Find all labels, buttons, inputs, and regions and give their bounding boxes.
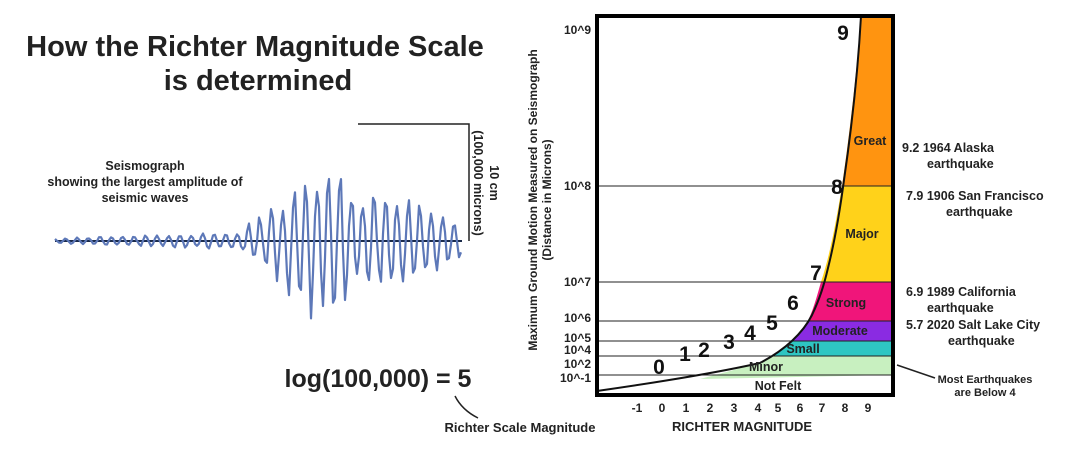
band-moderate bbox=[793, 321, 893, 341]
curve-number-4: 4 bbox=[744, 322, 756, 345]
y-tick-1e-1: 10^-1 bbox=[560, 371, 591, 385]
y-tick-1e6: 10^6 bbox=[564, 311, 591, 325]
x-tick-8: 8 bbox=[842, 401, 849, 415]
x-tick-3: 3 bbox=[731, 401, 738, 415]
band-minor bbox=[700, 356, 893, 379]
band-strong bbox=[808, 282, 893, 321]
band-label-minor: Minor bbox=[749, 360, 783, 374]
annotation-slc-1: 5.7 2020 Salt Lake City bbox=[906, 318, 1040, 332]
chart-border bbox=[595, 14, 895, 397]
curve-number-8: 8 bbox=[831, 176, 843, 199]
annotation-slc-2: earthquake bbox=[948, 334, 1015, 348]
amplitude-label-1: 10 cm bbox=[487, 165, 501, 200]
richter-curve bbox=[596, 15, 862, 392]
x-tick-4: 4 bbox=[755, 401, 762, 415]
seismo-caption-line-3: seismic waves bbox=[102, 191, 189, 205]
annotation-alaska-1: 9.2 1964 Alaska bbox=[902, 141, 995, 155]
annotation-alaska-2: earthquake bbox=[927, 157, 994, 171]
curve-number-2: 2 bbox=[698, 339, 710, 362]
annotation-ca-1: 6.9 1989 California bbox=[906, 285, 1017, 299]
y-axis-title-line-1: Maximum Ground Motion Measured on Seismo… bbox=[526, 49, 540, 350]
x-tick-5: 5 bbox=[775, 401, 782, 415]
annotation-sf-1: 7.9 1906 San Francisco bbox=[906, 189, 1044, 203]
curve-number-5: 5 bbox=[766, 312, 778, 335]
curve-number-6: 6 bbox=[787, 292, 799, 315]
curve-numbers: 0 1 2 3 4 5 6 7 8 9 bbox=[653, 22, 849, 379]
y-tick-1e4: 10^4 bbox=[564, 343, 591, 357]
x-tick-neg1: -1 bbox=[632, 401, 643, 415]
most-earthquakes-pointer bbox=[896, 364, 936, 379]
seismo-caption-line-1: Seismograph bbox=[105, 159, 184, 173]
y-tick-1e2: 10^2 bbox=[564, 357, 591, 371]
curve-number-0: 0 bbox=[653, 356, 665, 379]
band-not-felt bbox=[597, 373, 893, 395]
formula-callout: Richter Scale Magnitude bbox=[445, 420, 596, 435]
annotation-ca-2: earthquake bbox=[927, 301, 994, 315]
seismograph-wave bbox=[54, 177, 463, 320]
title-line-2: is determined bbox=[164, 65, 353, 97]
title-line-1: How the Richter Magnitude Scale bbox=[26, 31, 484, 63]
band-label-not-felt: Not Felt bbox=[755, 379, 802, 393]
earthquake-annotations: 9.2 1964 Alaska earthquake 7.9 1906 San … bbox=[902, 141, 1044, 348]
y-axis-title-line-2: (Distance in Microns) bbox=[540, 139, 554, 260]
curve-number-7: 7 bbox=[810, 262, 822, 285]
band-label-moderate: Moderate bbox=[812, 324, 868, 338]
formula-callout-line bbox=[454, 395, 479, 419]
y-tick-1e7: 10^7 bbox=[564, 275, 591, 289]
annotation-sf-2: earthquake bbox=[946, 205, 1013, 219]
y-tick-1e5: 10^5 bbox=[564, 331, 591, 345]
x-tick-6: 6 bbox=[797, 401, 804, 415]
most-earthquakes-line-2: are Below 4 bbox=[954, 387, 1016, 399]
y-tick-labels: 10^9 10^8 10^7 10^6 10^5 10^4 10^2 10^-1 bbox=[560, 23, 591, 385]
x-tick-0: 0 bbox=[659, 401, 666, 415]
curve-number-3: 3 bbox=[723, 331, 735, 354]
most-earthquakes-line-1: Most Earthquakes bbox=[938, 374, 1033, 386]
seismo-caption-line-2: showing the largest amplitude of bbox=[47, 175, 243, 189]
y-tick-1e9: 10^9 bbox=[564, 23, 591, 37]
formula: log(100,000) = 5 bbox=[285, 365, 472, 393]
band-label-strong: Strong bbox=[826, 296, 866, 310]
band-small bbox=[773, 341, 893, 356]
x-tick-1: 1 bbox=[683, 401, 690, 415]
band-label-great: Great bbox=[854, 134, 887, 148]
x-axis-title: RICHTER MAGNITUDE bbox=[672, 419, 812, 434]
x-tick-7: 7 bbox=[819, 401, 826, 415]
x-tick-labels: -1 0 1 2 3 4 5 6 7 8 9 bbox=[632, 401, 872, 415]
x-tick-2: 2 bbox=[707, 401, 714, 415]
y-tick-1e8: 10^8 bbox=[564, 179, 591, 193]
band-great bbox=[842, 16, 893, 186]
curve-number-1: 1 bbox=[679, 343, 691, 366]
band-label-major: Major bbox=[845, 227, 878, 241]
x-tick-9: 9 bbox=[865, 401, 872, 415]
curve-number-9: 9 bbox=[837, 22, 849, 45]
amplitude-bracket bbox=[358, 123, 470, 241]
amplitude-label-2: (100,000 microns) bbox=[471, 130, 485, 236]
band-label-small: Small bbox=[786, 342, 819, 356]
